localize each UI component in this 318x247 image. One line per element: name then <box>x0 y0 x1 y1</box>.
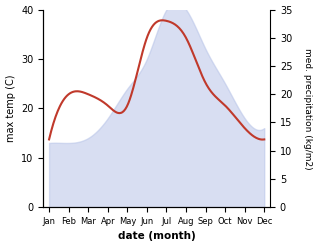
X-axis label: date (month): date (month) <box>118 231 196 242</box>
Y-axis label: max temp (C): max temp (C) <box>5 75 16 142</box>
Y-axis label: med. precipitation (kg/m2): med. precipitation (kg/m2) <box>303 48 313 169</box>
